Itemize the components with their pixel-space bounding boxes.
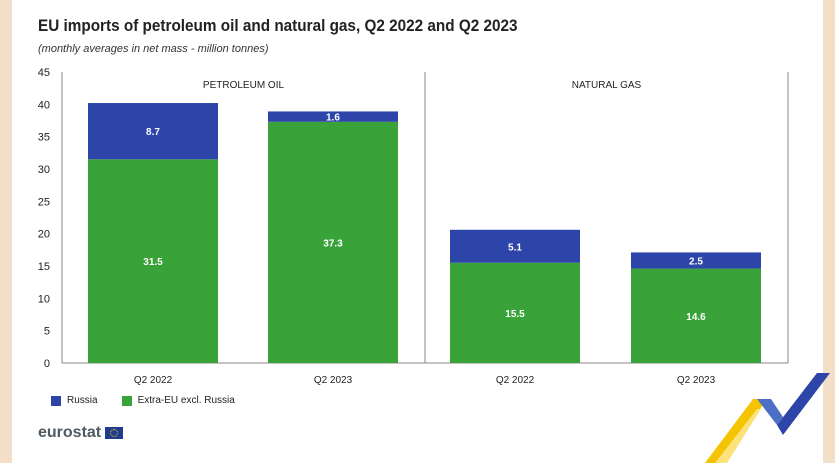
bar-extra-eu <box>88 159 218 363</box>
bar-russia <box>268 111 398 122</box>
legend-label-russia: Russia <box>67 395 98 406</box>
data-label: 1.6 <box>326 113 340 124</box>
bar-russia <box>631 252 761 269</box>
data-label: 8.7 <box>146 127 160 138</box>
data-label: 37.3 <box>323 238 343 249</box>
y-tick-label: 10 <box>38 293 50 305</box>
panel-label: PETROLEUM OIL <box>203 80 285 91</box>
legend-swatch-extra-eu <box>121 395 132 406</box>
bar-extra-eu <box>450 262 580 363</box>
legend: Russia Extra-EU excl. Russia <box>51 395 235 406</box>
y-tick-label: 45 <box>38 67 50 79</box>
legend-swatch-russia <box>51 395 61 406</box>
chart-title: EU imports of petroleum oil and natural … <box>38 16 518 35</box>
data-label: 14.6 <box>686 312 706 323</box>
data-label: 2.5 <box>689 257 703 268</box>
y-tick-label: 35 <box>38 132 50 144</box>
eurostat-logo: eurostat <box>38 424 124 442</box>
x-tick-label: Q2 2023 <box>677 375 716 386</box>
y-tick-label: 20 <box>38 229 50 241</box>
panel-label: NATURAL GAS <box>572 80 642 91</box>
legend-item-extra-eu: Extra-EU excl. Russia <box>121 395 235 406</box>
data-label: 31.5 <box>143 257 163 268</box>
eu-flag-icon <box>105 427 124 439</box>
y-tick-label: 0 <box>44 358 50 370</box>
y-tick-label: 15 <box>38 261 50 273</box>
data-label: 15.5 <box>505 309 525 320</box>
bar-extra-eu <box>631 268 761 363</box>
x-tick-label: Q2 2022 <box>134 375 173 386</box>
bar-extra-eu <box>268 121 398 363</box>
legend-label-extra-eu: Extra-EU excl. Russia <box>137 395 235 406</box>
legend-item-russia: Russia <box>51 395 98 406</box>
y-tick-label: 25 <box>38 196 50 208</box>
eurostat-chevron-icon <box>705 373 830 463</box>
y-tick-label: 30 <box>38 164 50 176</box>
logo-text: eurostat <box>38 424 102 441</box>
x-tick-label: Q2 2022 <box>496 375 535 386</box>
bar-russia <box>88 103 218 160</box>
y-tick-label: 5 <box>44 326 50 338</box>
bar-russia <box>450 229 580 263</box>
chart-subtitle: (monthly averages in net mass - million … <box>38 43 269 55</box>
y-tick-label: 40 <box>38 99 50 111</box>
data-label: 5.1 <box>508 242 522 253</box>
x-tick-label: Q2 2023 <box>314 375 353 386</box>
